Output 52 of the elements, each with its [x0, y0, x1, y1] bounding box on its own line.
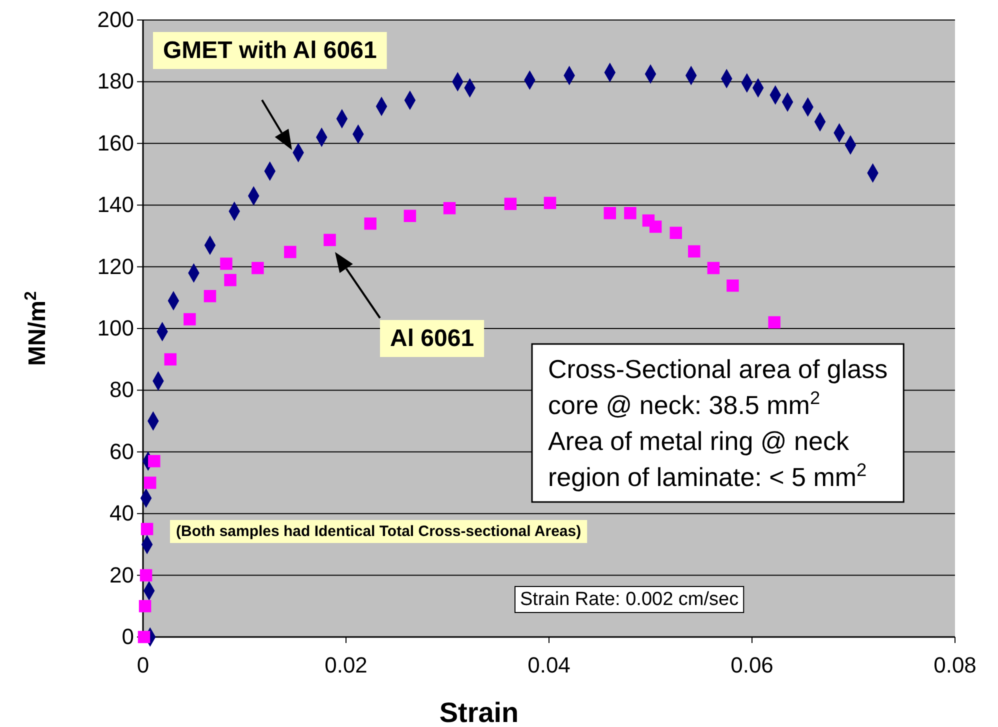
point	[138, 600, 152, 612]
point	[364, 217, 376, 230]
point	[624, 206, 636, 220]
point	[443, 202, 456, 214]
x-axis-title: Strain	[439, 697, 519, 727]
y-tick-label: 0	[122, 624, 134, 650]
y-tick-label: 60	[110, 438, 134, 464]
annotation: core @ neck: 38.5 mm$^{2}$	[548, 388, 820, 420]
annotation: Cross-Sectional area of glass	[548, 354, 888, 384]
point	[184, 313, 196, 326]
annotation: Area of metal ring @ neck	[548, 426, 850, 456]
x-tick-label: 0	[136, 652, 150, 678]
point	[707, 262, 720, 274]
point	[148, 455, 160, 468]
point	[324, 234, 336, 246]
y-tick-label: 120	[97, 254, 134, 279]
point	[404, 210, 416, 222]
x-tick-label: 0.08	[934, 652, 976, 678]
x-tick-label: 0.02	[324, 652, 368, 678]
point	[224, 274, 236, 286]
point	[138, 630, 150, 644]
y-tick-label: 20	[110, 562, 134, 588]
point	[649, 220, 662, 233]
point	[604, 206, 616, 220]
annotation: GMET with Al 6061	[163, 37, 377, 64]
point	[670, 226, 682, 239]
point	[688, 245, 700, 258]
point	[164, 353, 177, 366]
annotation: (Both samples had Identical Total Cross-sectional Areas)	[176, 523, 582, 540]
point	[768, 316, 780, 328]
point	[252, 262, 264, 274]
annotation: Strain Rate: 0.002 cm/sec	[520, 589, 739, 610]
point	[204, 290, 216, 302]
x-tick-label: 0.06	[730, 652, 774, 678]
x-tick-label: 0.04	[528, 652, 570, 678]
y-tick-label: 40	[110, 500, 134, 526]
point	[140, 522, 154, 536]
point	[504, 198, 517, 210]
point	[544, 196, 556, 210]
y-tick-label: 180	[97, 68, 134, 94]
point	[144, 476, 156, 489]
y-tick-label: 160	[97, 130, 134, 156]
annotation: Al 6061	[390, 325, 474, 352]
point	[726, 279, 739, 292]
point	[140, 569, 152, 582]
point	[284, 246, 296, 258]
point	[220, 258, 232, 270]
y-tick-label: 140	[97, 192, 134, 218]
y-tick-label: 200	[97, 7, 134, 32]
y-tick-label: 80	[110, 377, 134, 402]
y-tick-label: 100	[97, 316, 134, 341]
annotation: region of laminate: < 5 mm$^{2}$	[548, 460, 867, 492]
